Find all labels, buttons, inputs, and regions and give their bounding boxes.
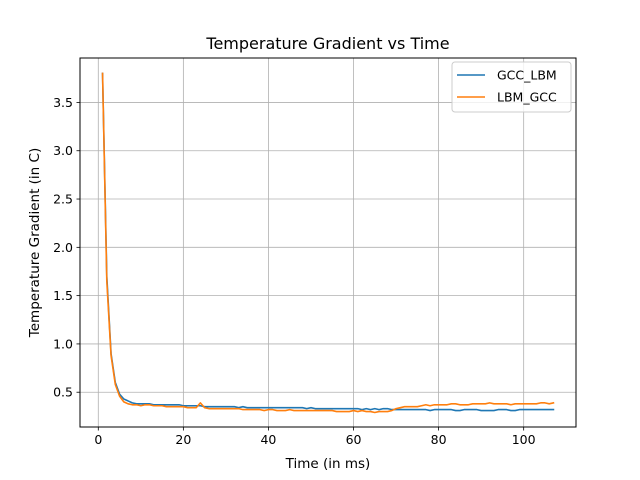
legend-label: GCC_LBM — [497, 68, 557, 83]
plot-frame — [79, 57, 577, 428]
legend-label: LBM_GCC — [497, 90, 557, 105]
plot-background — [80, 58, 576, 427]
x-axis-label: Time (in ms) — [285, 456, 371, 472]
y-tick-label: 3.5 — [53, 95, 73, 110]
y-tick-label: 0.5 — [53, 385, 73, 400]
x-tick-label: 0 — [94, 432, 102, 447]
x-tick-label: 60 — [346, 432, 362, 447]
x-tick-label: 20 — [175, 432, 191, 447]
legend: GCC_LBM LBM_GCC — [451, 61, 572, 113]
y-tick-label: 1.0 — [53, 336, 73, 351]
grid-lines — [80, 58, 576, 427]
y-axis-label: Temperature Gradient (in C) — [27, 148, 43, 338]
chart-title: Temperature Gradient vs Time — [205, 34, 449, 53]
y-tick-label: 2.5 — [53, 192, 73, 207]
y-tick-label: 2.0 — [53, 240, 73, 255]
x-tick-label: 80 — [431, 432, 447, 447]
series-line-gcc-lbm — [101, 72, 555, 412]
x-tick-label: 40 — [260, 432, 276, 447]
series-lines — [101, 72, 555, 414]
y-tick-label: 1.5 — [53, 288, 73, 303]
series-line-lbm-gcc — [101, 72, 555, 414]
x-tick-label: 100 — [512, 432, 536, 447]
plot-area — [79, 57, 577, 428]
x-axis: 0 20 40 60 80 100 — [94, 427, 536, 447]
y-axis: 0.5 1.0 1.5 2.0 2.5 3.0 3.5 — [53, 95, 80, 400]
y-tick-label: 3.0 — [53, 143, 73, 158]
